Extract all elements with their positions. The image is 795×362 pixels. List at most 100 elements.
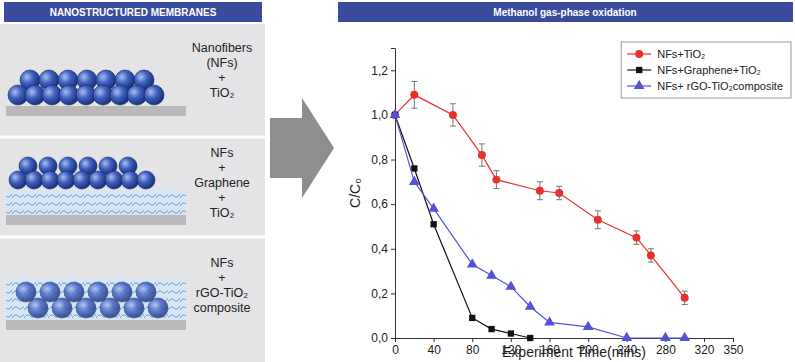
tick: 40 [427,338,441,357]
left-panel: NANOSTRUCTURED MEMBRANESNanofibers(NFs)+… [0,2,265,362]
series-line [395,115,685,338]
tick-mark [472,338,473,342]
membrane-label: Graphene [194,176,250,190]
error-bar-cap [595,210,601,211]
series-line [395,115,530,338]
tick-mark [434,338,435,342]
y-axis-title: C/C₀ [347,178,363,208]
error-bar-cap [682,291,688,292]
tick-label: 0,6 [371,197,388,211]
nanoparticle [9,171,27,189]
error-bar [633,231,639,244]
y-axis: 0,00,20,40,60,81,01,2 [371,49,395,346]
membrane-label: rGO-TiO₂ [196,286,248,300]
data-point [536,187,544,195]
membrane-label: + [218,271,225,285]
tick: 80 [466,338,480,357]
figure: NANOSTRUCTURED MEMBRANESNanofibers(NFs)+… [0,0,795,362]
error-bar-cap [595,228,601,229]
substrate [6,320,186,330]
membrane-schematic [6,157,186,225]
data-point [390,109,401,118]
chart-title: Methanol gas-phase oxidation [493,7,636,18]
tick: 0,0 [371,331,395,345]
legend-label: NFs+ rGO-TiO₂composite [657,80,783,92]
tick-mark [391,293,395,294]
membrane-schematic [6,278,186,330]
error-bar-cap [556,186,562,187]
data-point [647,251,655,259]
tick-mark [588,338,589,342]
tick-label: 1,2 [371,64,388,78]
legend: NFs+TiO₂NFs+Graphene+TiO₂NFs+ rGO-TiO₂co… [621,42,791,98]
data-point [428,202,439,211]
error-bar [479,144,485,166]
tick-mark [550,338,551,342]
data-point [525,301,536,310]
tick-label: 350 [723,343,743,357]
membrane-label: + [218,71,225,85]
tick-mark [391,70,395,71]
membrane-label: Nanofibers [192,41,252,55]
data-point [527,335,533,341]
error-bar-cap [556,199,562,200]
data-point [488,326,494,332]
tick: 1,2 [371,64,395,78]
section-divider [0,236,265,239]
data-point [621,332,632,341]
error-bar-cap [493,188,499,189]
data-point [506,280,517,289]
nanoparticle [73,171,91,189]
membrane-label: + [218,161,225,175]
data-point [486,269,497,278]
tick-label: 0,0 [371,331,388,345]
legend-label: NFs+TiO₂ [657,48,705,60]
chart-panel: Methanol gas-phase oxidation040801201602… [338,2,793,360]
graphene-layer [6,278,186,320]
nanoparticle [105,171,123,189]
error-bar-cap [633,244,639,245]
data-point [660,332,671,341]
y-axis-line [391,49,396,339]
tick-mark [511,338,512,342]
tick-mark [391,204,395,205]
nanoparticle [52,298,72,318]
tick-label: 320 [695,343,715,357]
error-bar [450,104,456,126]
error-bar [493,171,499,189]
tick-mark [391,160,395,161]
chart-header [338,2,793,22]
nanoparticle [28,298,48,318]
data-point [594,216,602,224]
data-point [478,151,486,159]
substrate [6,215,186,225]
membrane-label: NFs [211,146,234,160]
graphene-layer [6,190,186,215]
membrane-label: composite [194,301,251,315]
nanoparticle [124,298,144,318]
membrane-label: NFs [211,256,234,270]
substrate [6,106,186,116]
data-point [467,258,478,267]
section-divider [0,136,265,139]
membrane-schematic [6,70,186,116]
tick-mark [391,338,395,339]
left-panel-header [4,2,262,22]
error-bar-cap [537,199,543,200]
legend-swatch [634,80,645,89]
error-bar [682,291,688,304]
left-panel-background [0,24,265,362]
nanoparticle [76,298,96,318]
data-point [555,189,563,197]
tick: 0,6 [371,197,395,211]
tick-label: 1,0 [371,108,388,122]
error-bar-cap [479,143,485,144]
tick-mark [391,249,395,250]
nanoparticle [100,298,120,318]
legend-swatch [635,50,643,58]
x-axis-title: Experiment Time(mins) [502,344,646,360]
nanoparticle [148,298,168,318]
tick: 0,8 [371,153,395,167]
tick-label: 80 [466,343,480,357]
data-point [544,316,555,325]
